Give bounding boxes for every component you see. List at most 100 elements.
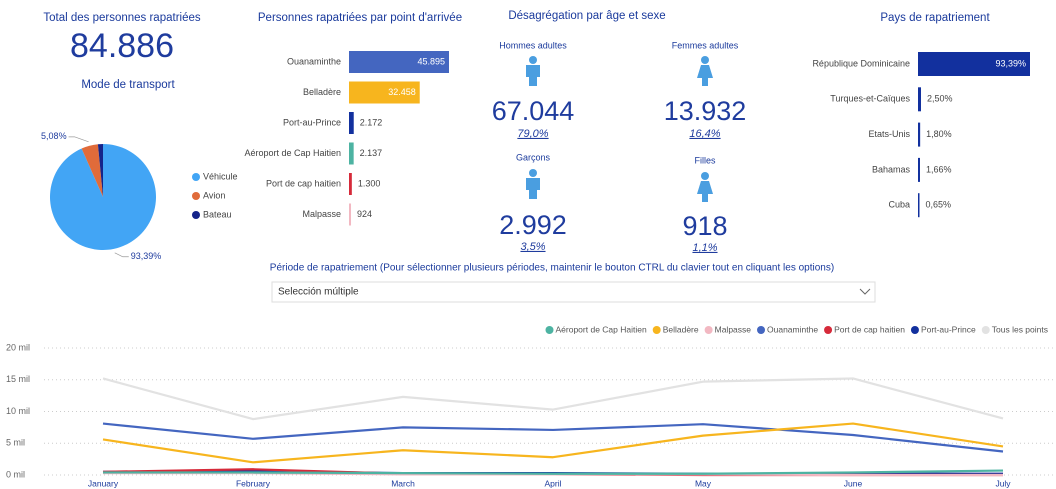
bar: [918, 122, 921, 147]
bar: [349, 51, 449, 73]
x-tick-label: February: [236, 478, 271, 488]
person-icon-body: [697, 181, 713, 202]
bar: [918, 87, 921, 112]
legend-swatch: [192, 192, 200, 200]
series-line: [103, 469, 1004, 475]
legend-swatch: [824, 326, 833, 334]
legend-label: Malpasse: [715, 324, 752, 334]
legend-swatch: [704, 326, 713, 334]
y-tick-label: 10 mil: [6, 406, 30, 416]
category-label: Malpasse: [302, 209, 341, 219]
y-tick-label: 5 mil: [6, 438, 25, 448]
legend: Aéroport de Cap Haitien Belladère Malpasse…: [545, 324, 1048, 334]
bar: [918, 157, 920, 182]
group-label: Femmes adultes: [672, 40, 739, 50]
bar: [918, 193, 920, 218]
pie-slice: [97, 144, 103, 197]
group-label: Garçons: [516, 152, 551, 162]
data-label: 32.458: [388, 87, 416, 97]
filter-dropdown[interactable]: [271, 281, 876, 303]
bar: [349, 173, 352, 195]
person-icon-head: [701, 56, 709, 64]
legend-swatch: [910, 326, 919, 334]
person-icon-head: [701, 172, 709, 180]
legend-swatch: [192, 211, 200, 219]
x-tick-label: April: [544, 478, 561, 488]
bar: [349, 142, 354, 165]
section-title: Désagrégation par âge et sexe: [508, 10, 665, 22]
series-line: [102, 377, 1004, 421]
filter-label: Période de rapatriement (Pour sélectionn…: [270, 263, 834, 274]
data-label: 1.300: [358, 178, 381, 188]
bar: [349, 203, 352, 226]
leader-line: [114, 252, 129, 258]
category-label: Port de cap haitien: [266, 178, 341, 188]
data-label: 1,80%: [926, 129, 952, 139]
dropdown-chevron: [859, 288, 871, 295]
y-tick-label: 20 mil: [6, 342, 30, 352]
bar: [349, 81, 420, 104]
chart-title: Pays de rapatriement: [880, 12, 990, 24]
x-tick-label: January: [88, 478, 119, 488]
person-icon-head: [529, 169, 537, 177]
filter-value: Selección múltiple: [278, 287, 359, 298]
legend-label: Aéroport de Cap Haitien: [556, 324, 647, 334]
data-label: 2,50%: [927, 94, 953, 104]
y-tick-label: 0 mil: [6, 469, 25, 479]
person-icon-body: [526, 65, 540, 86]
category-label: Aéroport de Cap Haitien: [244, 148, 341, 158]
group-share: 79,0%: [517, 128, 548, 140]
category-label: République Dominicaine: [812, 58, 910, 68]
legend-label: Avion: [203, 190, 225, 200]
group-label: Filles: [694, 155, 716, 165]
legend-label: Véhicule: [203, 171, 238, 181]
group-share: 1,1%: [692, 242, 717, 254]
bar: [349, 112, 354, 134]
data-label: 2.137: [360, 148, 383, 158]
category-label: Ouanaminthe: [287, 56, 341, 66]
kpi-value: 84.886: [70, 27, 174, 65]
group-value: 2.992: [499, 210, 567, 240]
legend-swatch: [545, 326, 554, 334]
legend-label: Bateau: [203, 209, 232, 219]
y-tick-label: 15 mil: [6, 374, 30, 384]
series-line: [102, 422, 1004, 464]
leader-line: [68, 136, 89, 143]
person-icon-head: [529, 56, 537, 64]
category-label: Belladère: [303, 87, 341, 97]
legend-swatch: [652, 326, 661, 334]
group-share: 16,4%: [689, 128, 720, 140]
legend-swatch: [192, 173, 200, 181]
category-label: Etats-Unis: [868, 129, 910, 139]
chart-title: Personnes rapatriées par point d'arrivée: [258, 12, 462, 24]
legend-swatch: [981, 326, 990, 334]
legend-label: Tous les points: [992, 324, 1048, 334]
data-label: 1,66%: [926, 164, 952, 174]
x-tick-label: May: [695, 478, 712, 488]
category-label: Turques-et-Caïques: [830, 94, 910, 104]
data-label: 5,08%: [41, 131, 67, 141]
group-value: 918: [682, 211, 727, 241]
group-value: 67.044: [492, 96, 575, 126]
data-label: 93,39%: [995, 58, 1026, 68]
legend-swatch: [757, 326, 766, 334]
chart-title: Mode de transport: [81, 79, 175, 91]
person-icon-body: [526, 178, 540, 199]
kpi-title: Total des personnes rapatriées: [43, 12, 201, 24]
group-share: 3,5%: [520, 241, 545, 253]
data-label: 93,39%: [131, 251, 162, 261]
data-label: 45.895: [417, 56, 445, 66]
group-value: 13.932: [664, 96, 747, 126]
data-label: 0,65%: [926, 200, 952, 210]
legend-label: Port de cap haitien: [834, 324, 905, 334]
data-label: 924: [357, 209, 372, 219]
legend-label: Port-au-Prince: [921, 324, 976, 334]
category-label: Port-au-Prince: [283, 117, 341, 127]
x-tick-label: July: [995, 478, 1011, 488]
x-tick-label: June: [844, 478, 863, 488]
pie-slice: [81, 144, 103, 197]
legend-label: Ouanaminthe: [767, 324, 818, 334]
group-label: Hommes adultes: [499, 40, 567, 50]
category-label: Bahamas: [872, 164, 911, 174]
